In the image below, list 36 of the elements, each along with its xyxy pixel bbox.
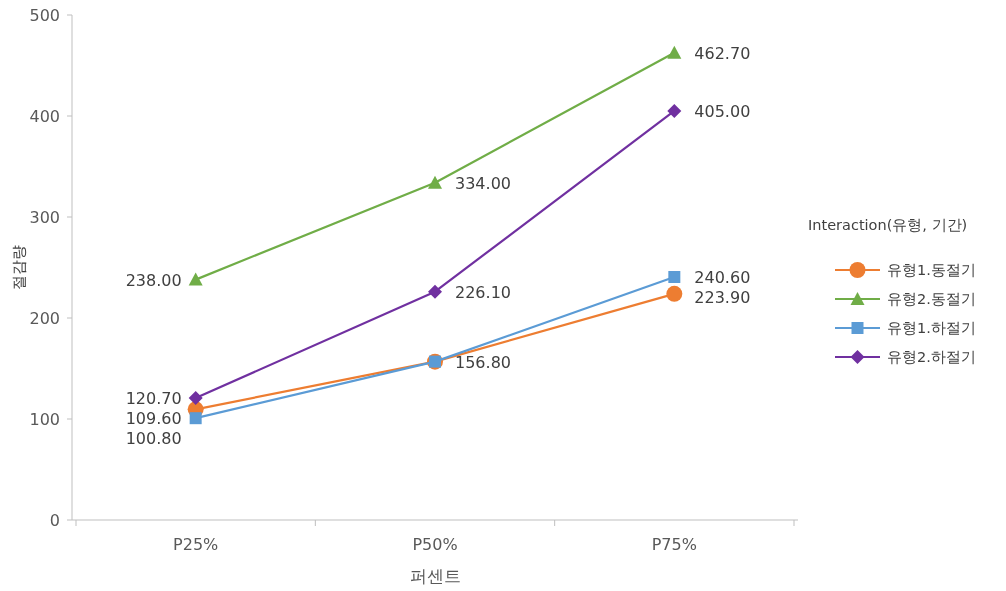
- data-label: 405.00: [694, 101, 751, 121]
- legend-label: 유형2.동절기: [887, 291, 976, 307]
- data-label: 238.00: [125, 270, 182, 290]
- data-label: 240.60: [694, 267, 751, 287]
- y-tick-label: 100: [29, 410, 60, 429]
- y-tick-label: 500: [29, 6, 60, 25]
- legend-label: 유형1.하절기: [887, 320, 976, 336]
- data-label: 109.60: [125, 409, 182, 429]
- y-axis-title: 절감량: [10, 245, 28, 290]
- point: [428, 284, 442, 299]
- legend-title: Interaction(유형, 기간): [808, 217, 968, 233]
- data-label: 100.80: [125, 429, 182, 449]
- y-tick-label: 200: [29, 309, 60, 328]
- x-tick-label: P50%: [412, 535, 458, 554]
- data-label: 223.90: [694, 287, 751, 307]
- x-tick-label: P75%: [651, 535, 697, 554]
- legend-label: 유형2.하절기: [887, 349, 976, 365]
- data-label: 334.00: [455, 173, 511, 193]
- point: [666, 285, 683, 302]
- data-label: 156.80: [455, 352, 511, 372]
- point: [188, 272, 203, 286]
- y-tick-label: 400: [29, 107, 60, 126]
- x-axis-title: 퍼센트: [409, 566, 461, 586]
- point: [189, 412, 202, 425]
- data-label: 226.10: [455, 282, 511, 302]
- legend-label: 유형1.동절기: [887, 262, 976, 278]
- y-tick-label: 300: [29, 208, 60, 227]
- x-tick-label: P25%: [173, 535, 219, 554]
- y-tick-label: 0: [49, 511, 60, 530]
- point: [667, 103, 682, 118]
- data-label: 462.70: [694, 43, 751, 63]
- point: [428, 175, 442, 189]
- point: [668, 270, 681, 283]
- point: [188, 391, 203, 406]
- data-label: 120.70: [125, 389, 182, 409]
- point: [667, 45, 682, 59]
